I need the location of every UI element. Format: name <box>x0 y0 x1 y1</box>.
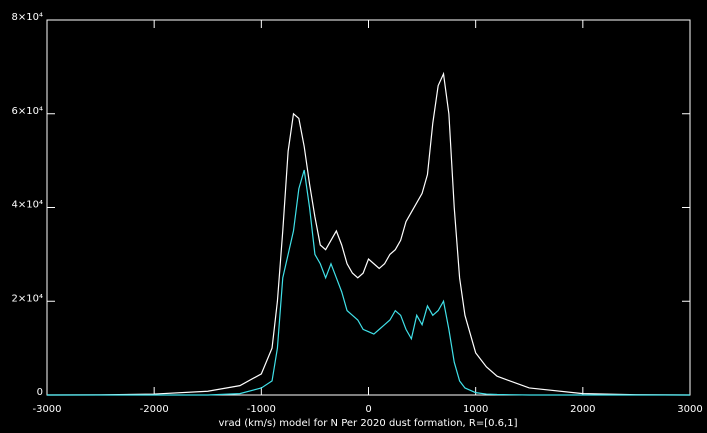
x-tick-label: 3000 <box>677 404 702 415</box>
y-tick-label: 0 <box>37 387 43 398</box>
x-tick-label: -2000 <box>140 404 169 415</box>
x-axis-label: vrad (km/s) model for N Per 2020 dust fo… <box>219 418 518 429</box>
y-tick-label: 2×10⁴ <box>12 293 43 304</box>
data-line <box>46 71 691 396</box>
x-tick-label: -3000 <box>32 404 61 415</box>
plot-frame <box>46 19 691 396</box>
y-tick-label: 4×10⁴ <box>12 200 43 211</box>
x-tick-label: 1000 <box>463 404 488 415</box>
data-line <box>47 169 690 396</box>
y-tick-label: 8×10⁴ <box>12 12 43 23</box>
x-tick-label: 2000 <box>570 404 595 415</box>
x-tick-label: 0 <box>365 404 371 415</box>
x-tick-label: -1000 <box>247 404 276 415</box>
y-tick-label: 6×10⁴ <box>12 106 43 117</box>
